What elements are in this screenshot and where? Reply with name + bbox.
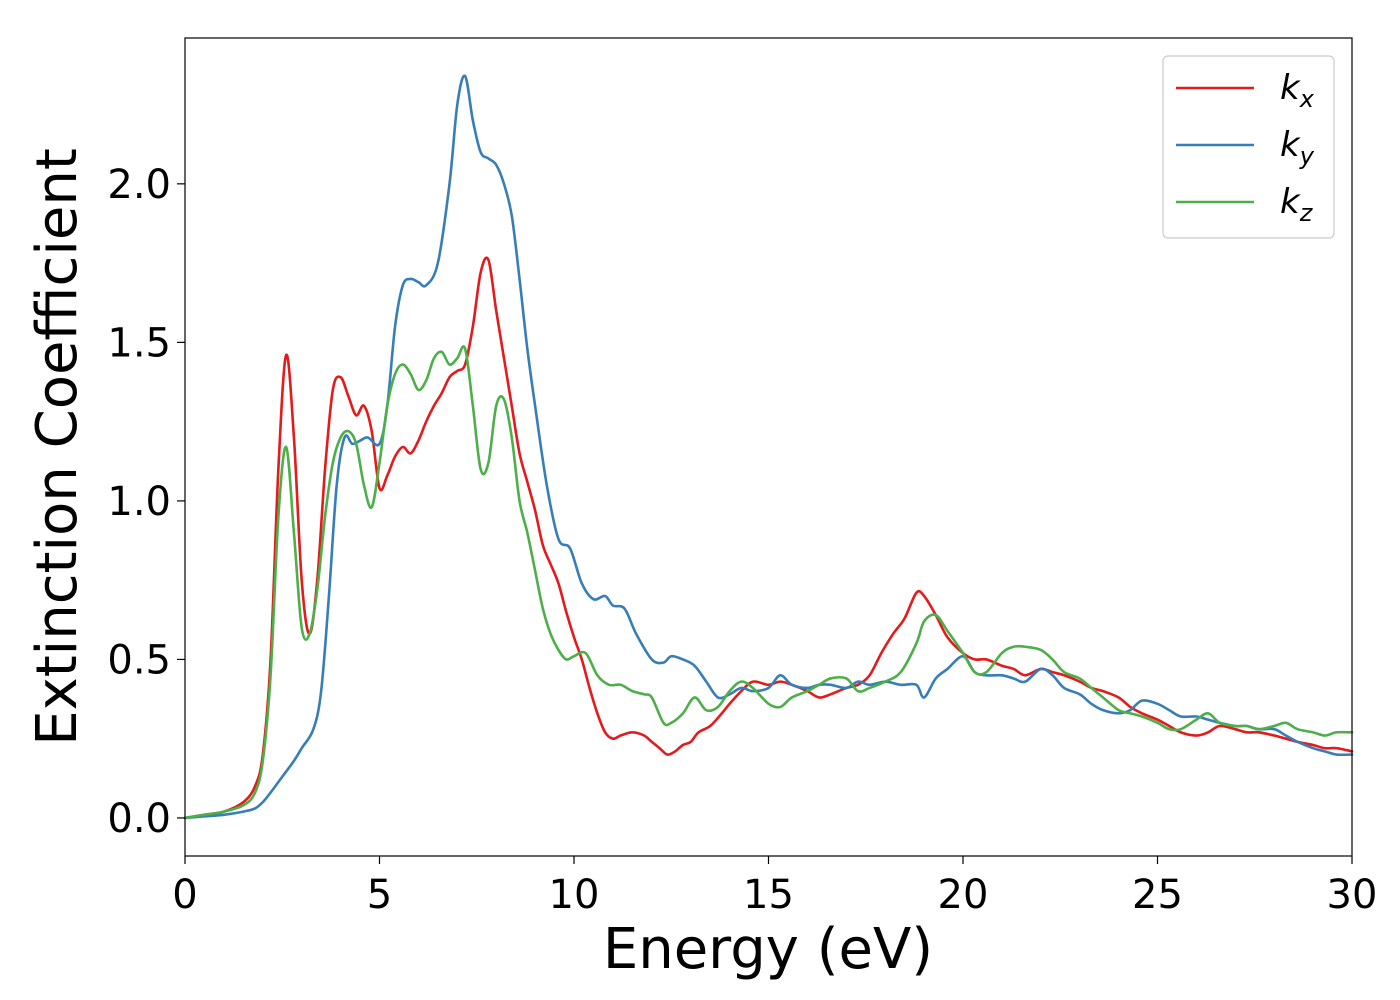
x-axis: 0 5 10 15 20 25 30 — [172, 856, 1377, 918]
y-tick-label: 0.5 — [107, 637, 171, 683]
y-axis-label: Extinction Coefficient — [25, 148, 90, 746]
series-line-x — [183, 256, 1354, 820]
y-tick-label: 0.0 — [107, 796, 171, 842]
x-tick-label: 30 — [1327, 872, 1378, 918]
series-layer — [183, 74, 1354, 820]
legend: kx ky kz — [1162, 55, 1335, 239]
x-axis-label: Energy (eV) — [603, 917, 933, 982]
legend-box — [1162, 55, 1335, 239]
y-tick-label: 1.5 — [107, 320, 171, 366]
x-tick-label: 10 — [549, 872, 600, 918]
y-tick-label: 1.0 — [107, 479, 171, 525]
x-tick-label: 5 — [367, 872, 392, 918]
y-axis: 0.0 0.5 1.0 1.5 2.0 — [107, 162, 185, 842]
y-tick-label: 2.0 — [107, 162, 171, 208]
legend-label-z: kz — [1280, 182, 1314, 227]
x-tick-label: 15 — [743, 872, 794, 918]
x-tick-label: 20 — [938, 872, 989, 918]
legend-label-x: kx — [1280, 68, 1315, 113]
series-line-y — [183, 74, 1354, 820]
series-line-z — [183, 345, 1354, 820]
x-tick-label: 0 — [172, 872, 197, 918]
x-tick-label: 25 — [1132, 872, 1183, 918]
legend-label-y: ky — [1280, 125, 1315, 170]
